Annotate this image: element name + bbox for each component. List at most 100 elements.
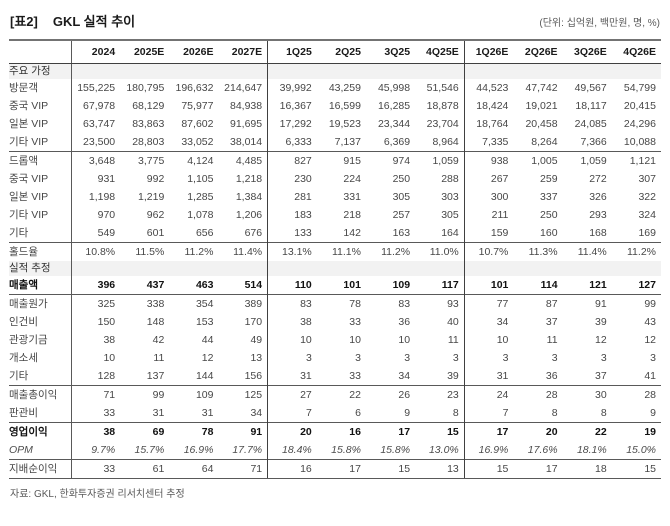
row-label: OPM (9, 441, 72, 460)
value-cell: 4,124 (169, 151, 219, 170)
value-cell: 84,938 (230, 100, 263, 112)
row-label: 개소세 (9, 349, 72, 367)
value-cell: 3 (551, 352, 558, 364)
value-cell: 20 (267, 422, 317, 441)
value-cell: 71 (218, 459, 268, 479)
row-label: 매출총이익 (9, 385, 72, 404)
value-cell: 4,485 (218, 151, 268, 170)
value-cell: 39,992 (267, 79, 317, 97)
value-cell: 3 (355, 352, 361, 364)
value-cell: 8 (600, 407, 607, 419)
value-cell: 300 (463, 188, 514, 206)
value-cell: 37 (595, 370, 607, 382)
value-cell: 1,121 (611, 151, 661, 170)
value-cell: 33 (103, 407, 116, 419)
value-cell: 11 (546, 334, 558, 346)
value-cell: 19,021 (525, 100, 558, 112)
value-cell: 91,695 (230, 118, 263, 130)
value-cell: 31 (267, 367, 317, 386)
table-number-tag: [표2] (10, 14, 38, 29)
value-cell: 23,704 (426, 118, 459, 130)
value-cell: 10 (398, 334, 411, 346)
value-cell: 42 (152, 334, 165, 346)
column-header: 1Q26E (463, 39, 514, 64)
value-cell: 250 (392, 173, 411, 185)
header-row: 2024 2025E 2026E 2027E 1Q25 2Q25 3Q25 4Q25E 1Q26… (9, 39, 661, 64)
value-cell: 41 (644, 370, 656, 382)
value-cell: 150 (97, 316, 116, 328)
value-cell: 33,052 (181, 136, 214, 148)
value-cell: 257 (392, 209, 411, 221)
value-cell: 514 (244, 279, 263, 291)
value-cell: 7,366 (580, 136, 607, 148)
section-filler-cell (365, 261, 416, 276)
value-cell: 91 (562, 294, 612, 313)
section-filler-cell (218, 261, 268, 276)
value-cell: 326 (589, 191, 607, 203)
value-cell: 44 (201, 334, 214, 346)
value-cell: 31 (201, 407, 214, 419)
value-cell: 3 (600, 352, 607, 364)
value-cell: 15.0% (626, 444, 656, 456)
row-label: 방문객 (9, 79, 72, 97)
value-cell: 1,059 (415, 151, 465, 170)
value-cell: 33 (349, 316, 361, 328)
column-header: 2027E (218, 39, 268, 64)
column-header: 3Q26E (562, 39, 612, 64)
value-cell: 17 (463, 422, 514, 441)
value-cell: 3 (267, 349, 317, 367)
value-cell: 16,599 (328, 100, 361, 112)
value-cell: 324 (638, 209, 656, 221)
value-cell: 3,648 (71, 151, 121, 170)
value-cell: 148 (146, 316, 165, 328)
table-body: 주요 가정 방문객 155,225 180,795 196,632 214,647 39,9… (9, 63, 661, 479)
table-title-text: GKL 실적 추이 (52, 14, 136, 29)
value-cell: 10,088 (623, 136, 656, 148)
value-cell: 15 (611, 459, 661, 479)
row-label: 지배순이익 (9, 459, 72, 479)
value-cell: 101 (463, 276, 514, 295)
value-cell: 1,219 (138, 191, 165, 203)
value-cell: 110 (267, 276, 317, 295)
value-cell: 9.7% (91, 444, 116, 456)
table-row: 기타 VIP 23,500 28,803 33,052 38,014 6,333 7,137… (9, 133, 661, 152)
value-cell: 17 (316, 459, 366, 479)
row-label: 인건비 (9, 313, 72, 331)
value-cell: 99 (120, 385, 170, 404)
value-cell: 153 (195, 316, 214, 328)
section-filler-cell (169, 261, 219, 276)
section-row: 주요 가정 (9, 63, 661, 79)
value-cell: 31 (152, 407, 165, 419)
table-row: 홀드율 10.8% 11.5% 11.2% 11.4% 13.1% 11.1% 11.2% 11… (9, 242, 661, 261)
value-cell: 10 (349, 334, 361, 346)
value-cell: 31 (463, 367, 514, 386)
value-cell: 18,117 (575, 100, 607, 112)
table-row: 기타 128 137 144 156 31 33 34 39 31 36 37 41 (9, 367, 661, 386)
value-cell: 1,105 (187, 173, 214, 185)
value-cell: 54,799 (623, 82, 656, 94)
value-cell: 962 (146, 209, 165, 221)
value-cell: 396 (97, 279, 116, 291)
value-cell: 11 (447, 334, 459, 346)
value-cell: 15 (365, 459, 416, 479)
row-label: 영업이익 (9, 422, 72, 441)
value-cell: 17 (513, 459, 563, 479)
value-cell: 23,344 (377, 118, 411, 130)
value-cell: 128 (97, 370, 116, 382)
section-filler-cell (463, 261, 514, 276)
section-filler-cell (562, 261, 612, 276)
value-cell: 18,878 (426, 100, 459, 112)
value-cell: 10 (103, 352, 116, 364)
value-cell: 37 (545, 316, 558, 328)
value-cell: 180,795 (126, 82, 165, 94)
value-cell: 18,424 (463, 97, 514, 115)
value-cell: 10 (267, 331, 317, 349)
value-cell: 63,747 (83, 118, 116, 130)
section-filler-cell (316, 63, 366, 79)
value-cell: 1,285 (187, 191, 214, 203)
table-row: 드롭액 3,648 3,775 4,124 4,485 827 915 974 1,059 938… (9, 151, 661, 170)
value-cell: 3,775 (120, 151, 170, 170)
row-label: 주요 가정 (9, 63, 72, 79)
value-cell: 18.4% (267, 441, 317, 460)
